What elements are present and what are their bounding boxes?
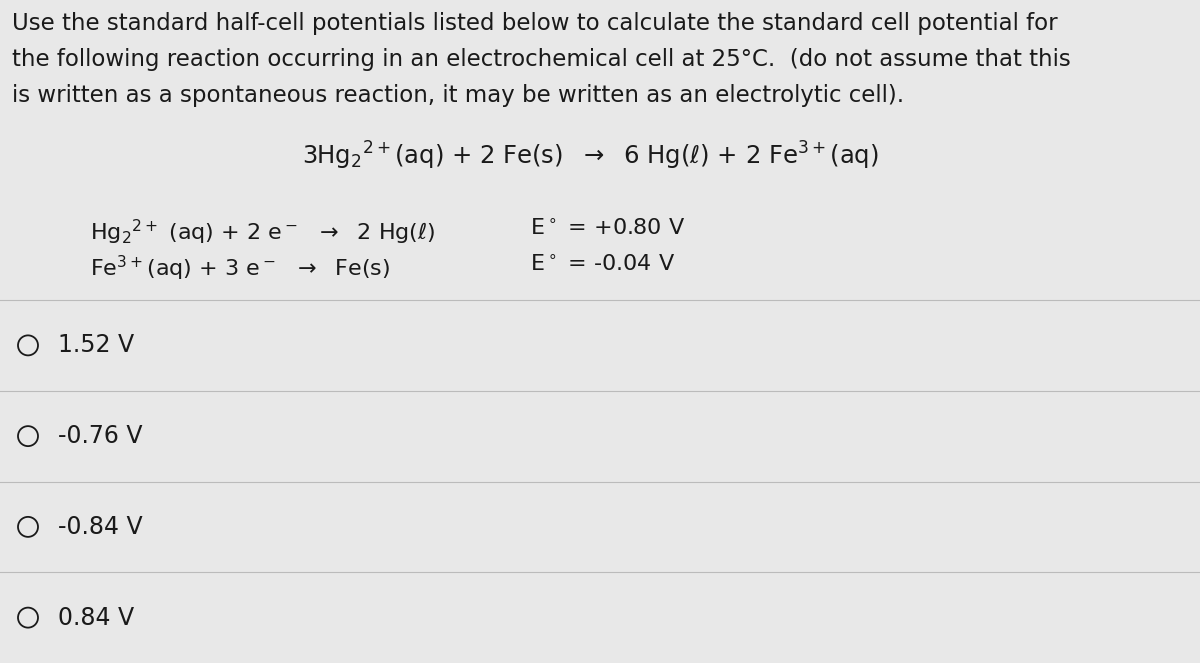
Text: E$^\circ$ = +0.80 V: E$^\circ$ = +0.80 V: [530, 218, 685, 239]
Text: -0.76 V: -0.76 V: [58, 424, 143, 448]
Text: Use the standard half-cell potentials listed below to calculate the standard cel: Use the standard half-cell potentials li…: [12, 12, 1057, 35]
Text: Fe$^{3+}$(aq) + 3 e$^-$  $\rightarrow$  Fe(s): Fe$^{3+}$(aq) + 3 e$^-$ $\rightarrow$ Fe…: [90, 254, 390, 283]
Text: 0.84 V: 0.84 V: [58, 605, 134, 630]
Text: the following reaction occurring in an electrochemical cell at 25°C.  (do not as: the following reaction occurring in an e…: [12, 48, 1070, 71]
Text: is written as a spontaneous reaction, it may be written as an electrolytic cell): is written as a spontaneous reaction, it…: [12, 84, 904, 107]
Text: Hg$_2$$^{2+}$ (aq) + 2 e$^-$  $\rightarrow$  2 Hg($\ell$): Hg$_2$$^{2+}$ (aq) + 2 e$^-$ $\rightarro…: [90, 218, 436, 247]
Text: 1.52 V: 1.52 V: [58, 333, 134, 357]
Text: 3Hg$_2$$^{2+}$(aq) + 2 Fe(s)  $\rightarrow$  6 Hg($\ell$) + 2 Fe$^{3+}$(aq): 3Hg$_2$$^{2+}$(aq) + 2 Fe(s) $\rightarro…: [301, 140, 878, 172]
Text: E$^\circ$ = -0.04 V: E$^\circ$ = -0.04 V: [530, 254, 676, 274]
Text: -0.84 V: -0.84 V: [58, 515, 143, 539]
